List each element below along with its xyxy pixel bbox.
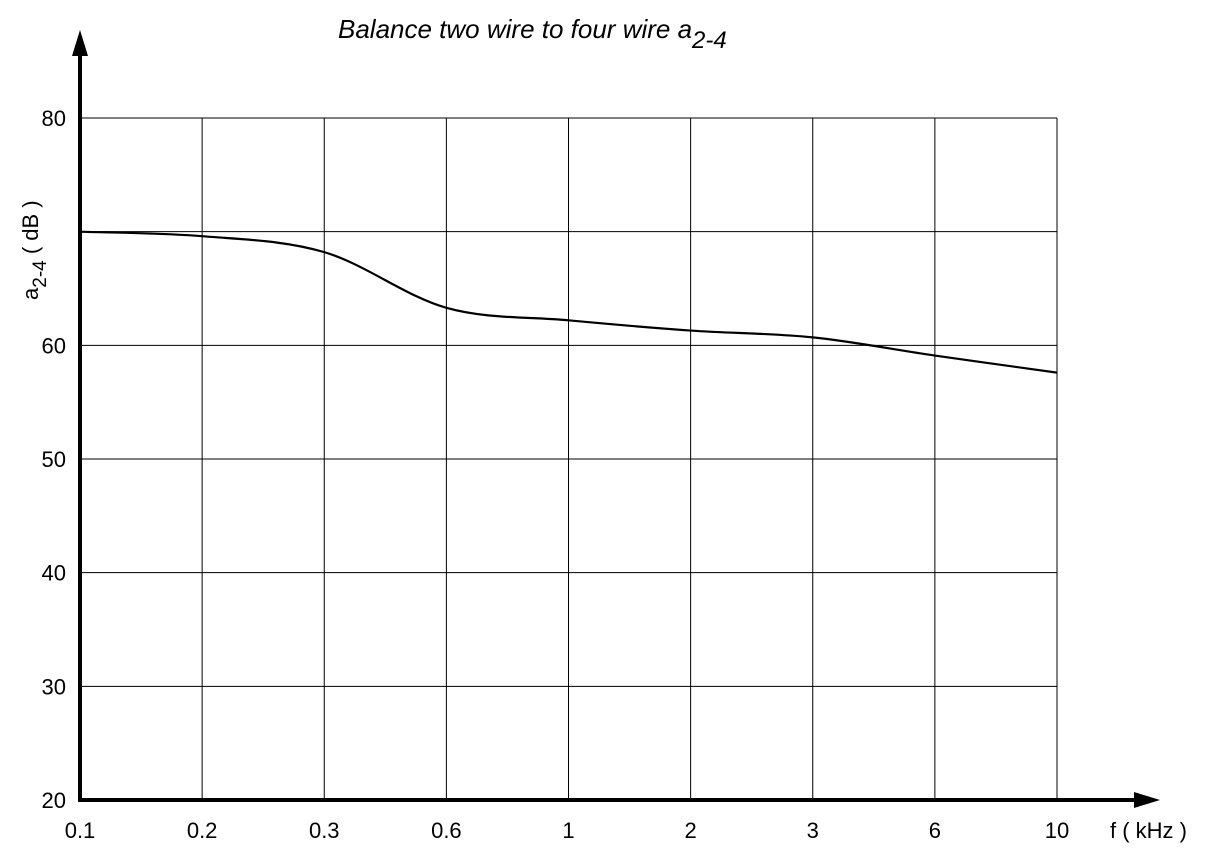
series-layer: [79, 230, 1058, 374]
x-axis-arrow: [1134, 792, 1160, 808]
x-tick-label: 0.1: [65, 818, 96, 843]
y-tick-label: 20: [42, 788, 66, 813]
x-tick-label: 10: [1045, 818, 1069, 843]
axes: [72, 30, 1160, 808]
y-tick-label: 60: [42, 333, 66, 358]
y-axis-label-symbol: a: [18, 287, 43, 300]
x-tick-label: 3: [807, 818, 819, 843]
y-tick-label: 80: [42, 106, 66, 131]
y-axis-label-unit: ( dB ): [18, 200, 43, 260]
chart-title-subscript: 2-4: [691, 27, 727, 54]
x-tick-label: 1: [562, 818, 574, 843]
y-axis-label-subscript: 2-4: [30, 260, 51, 288]
x-tick-label: 2: [685, 818, 697, 843]
x-axis-label: f ( kHz ): [1110, 818, 1187, 843]
x-tick-label: 0.2: [187, 818, 218, 843]
grid: [80, 117, 1058, 800]
y-axis-arrow: [72, 30, 88, 56]
tick-labels: 0.1 0.2 0.3 0.6 1 2 3 6 10 20 30 40 50 60 80: [42, 106, 1070, 843]
x-tick-label: 0.3: [309, 818, 340, 843]
y-tick-label: 30: [42, 674, 66, 699]
x-tick-label: 0.6: [431, 818, 462, 843]
chart-title: Balance two wire to four wire a2-4: [338, 14, 727, 54]
x-tick-label: 6: [929, 818, 941, 843]
y-axis-label: a2-4 ( dB ): [18, 200, 51, 300]
y-tick-label: 50: [42, 447, 66, 472]
series-line: [79, 230, 1058, 374]
y-tick-label: 40: [42, 561, 66, 586]
